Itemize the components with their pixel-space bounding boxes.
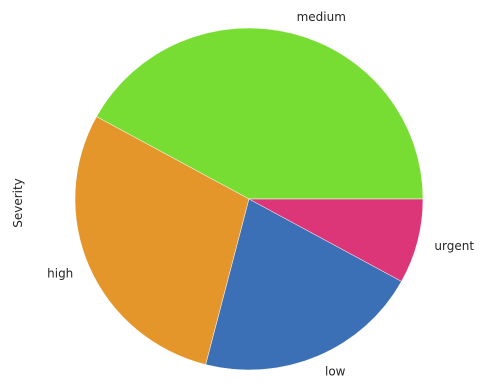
y-axis-label: Severity [11, 178, 25, 228]
pie-slice-medium [96, 27, 424, 200]
pie-slice-low [205, 198, 402, 371]
pie-label-medium: medium [297, 10, 346, 24]
pie-label-high: high [47, 267, 73, 281]
pie-slices [74, 27, 424, 371]
pie-label-low: low [325, 365, 346, 379]
pie-labels: medium high low urgent [47, 10, 474, 379]
pie-slice-urgent [248, 198, 424, 282]
pie-slice-high [74, 116, 250, 365]
pie-label-urgent: urgent [434, 239, 474, 253]
